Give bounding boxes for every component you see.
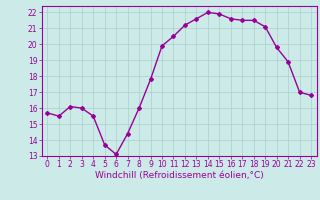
X-axis label: Windchill (Refroidissement éolien,°C): Windchill (Refroidissement éolien,°C) — [95, 171, 264, 180]
